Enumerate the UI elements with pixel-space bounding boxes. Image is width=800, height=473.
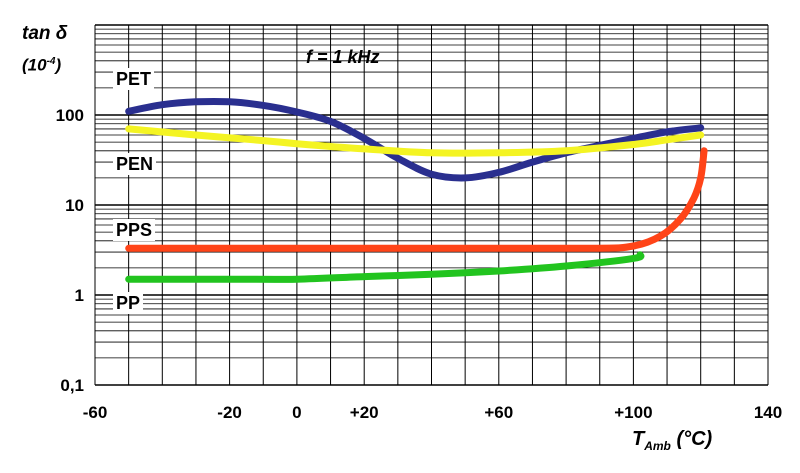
x-tick-label: +20 [350, 403, 379, 422]
y-axis-unit: (10-4) [22, 55, 62, 75]
x-tick-label: +60 [484, 403, 513, 422]
x-tick-label: -20 [217, 403, 242, 422]
y-tick-label: 10 [65, 196, 84, 215]
series-label-pp: PP [113, 292, 144, 314]
y-axis-label: tan δ [22, 23, 68, 44]
chart-grid [94, 24, 769, 386]
chart-tick-labels: -60 -20 0 +20 +60 +100 140 0,1 1 10 100 [56, 106, 783, 422]
x-tick-label: 140 [754, 403, 782, 422]
y-tick-label: 100 [56, 106, 84, 125]
x-tick-label: -60 [83, 403, 108, 422]
series-line-pen [125, 125, 705, 157]
x-tick-label: +100 [614, 403, 652, 422]
y-tick-label: 1 [75, 286, 84, 305]
series-label-pen: PEN [113, 153, 157, 175]
series-label-pet: PET [113, 68, 155, 90]
y-tick-label: 0,1 [60, 376, 84, 395]
x-tick-label: 0 [292, 403, 301, 422]
series-line-pp [125, 251, 645, 283]
series-label-pps: PPS [113, 219, 156, 241]
frequency-annotation: f = 1 kHz [306, 47, 380, 67]
x-axis-title: TAmb (°C) [632, 428, 713, 453]
chart-series [125, 97, 708, 283]
series-line-pps [125, 147, 708, 252]
y-axis-title: tan δ (10-4) [22, 22, 67, 78]
